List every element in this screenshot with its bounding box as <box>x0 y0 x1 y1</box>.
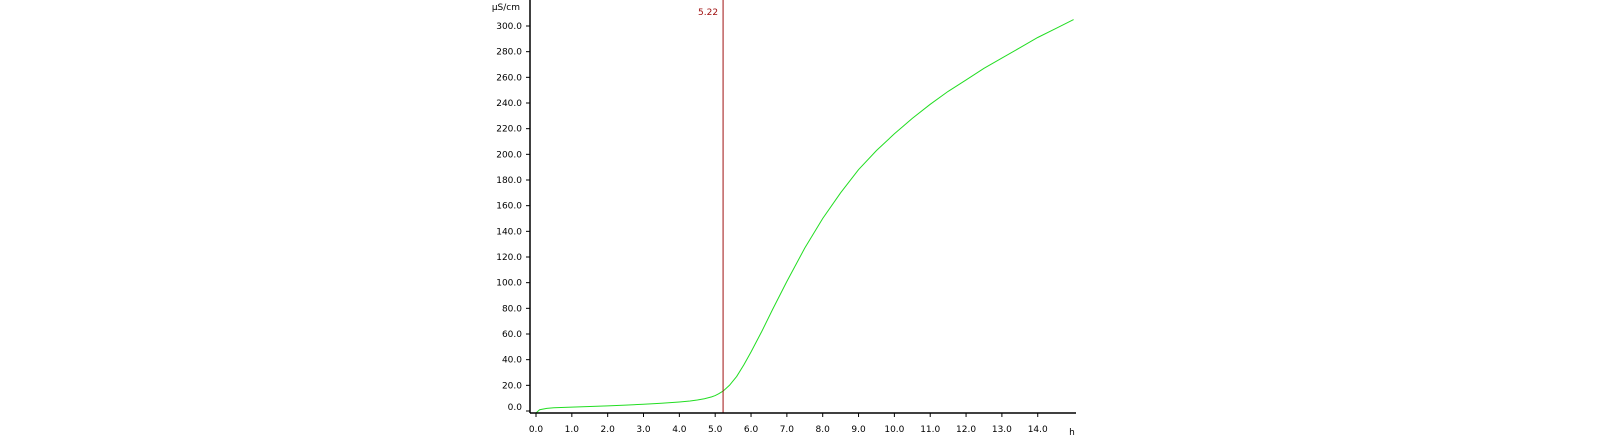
x-tick-label: 6.0 <box>744 425 759 435</box>
y-tick-label: 40.0 <box>502 356 522 366</box>
y-tick-label: 160.0 <box>496 202 522 212</box>
x-tick-label: 1.0 <box>565 425 580 435</box>
y-tick-label: 100.0 <box>496 279 522 289</box>
y-tick-label: 220.0 <box>496 125 522 135</box>
x-tick-label: 7.0 <box>780 425 795 435</box>
y-axis-unit: µS/cm <box>492 3 520 13</box>
x-tick-label: 8.0 <box>816 425 831 435</box>
y-tick-label: 140.0 <box>496 227 522 237</box>
x-axis-ticks: 0.0 1.0 2.0 3.0 4.0 5.0 6.0 7.0 8.0 9.0 10.0 11.0 12… <box>529 413 1048 435</box>
x-tick-label: 14.0 <box>1028 425 1048 435</box>
y-tick-label: 260.0 <box>496 73 522 83</box>
x-tick-label: 0.0 <box>529 425 544 435</box>
y-tick-label: 240.0 <box>496 99 522 109</box>
y-tick-label: 0.0 <box>508 403 523 413</box>
x-tick-label: 11.0 <box>920 425 940 435</box>
x-axis-unit: h <box>1069 428 1075 438</box>
series-line <box>535 19 1074 414</box>
y-tick-label: 80.0 <box>502 304 522 314</box>
y-tick-label: 120.0 <box>496 253 522 263</box>
x-tick-label: 9.0 <box>851 425 866 435</box>
marker-label: 5.22 <box>698 8 718 18</box>
y-tick-label: 180.0 <box>496 176 522 186</box>
y-tick-label: 200.0 <box>496 150 522 160</box>
y-tick-label: 60.0 <box>502 330 522 340</box>
x-tick-label: 3.0 <box>636 425 651 435</box>
x-tick-label: 5.0 <box>708 425 723 435</box>
x-tick-label: 2.0 <box>601 425 616 435</box>
y-tick-label: 280.0 <box>496 48 522 58</box>
x-tick-label: 4.0 <box>672 425 687 435</box>
x-tick-label: 12.0 <box>956 425 976 435</box>
y-tick-label: 20.0 <box>502 381 522 391</box>
x-tick-label: 10.0 <box>884 425 904 435</box>
y-axis-ticks: 0.0 20.0 40.0 60.0 80.0 100.0 120.0 140.0 160.0 1… <box>496 22 530 413</box>
y-tick-label: 300.0 <box>496 22 522 32</box>
x-tick-label: 13.0 <box>992 425 1012 435</box>
